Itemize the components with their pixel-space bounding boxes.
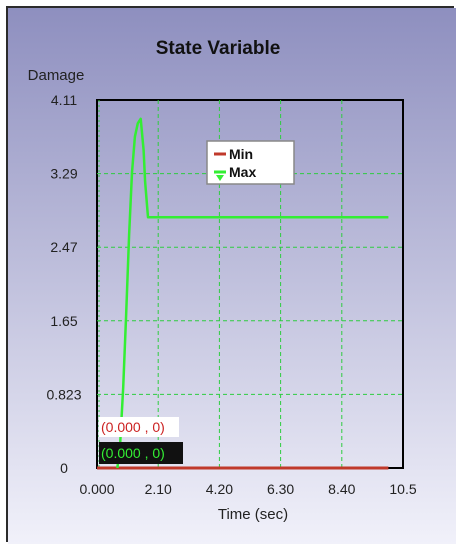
chart-frame: State Variable Damage Time (sec) 0 0.823 1… [6, 6, 456, 544]
y-tick-label: 3.29 [50, 166, 77, 182]
x-tick-label: 10.5 [389, 481, 416, 497]
x-tick-labels: 0.000 2.10 4.20 6.30 8.40 10.5 [79, 481, 416, 497]
legend-max-label: Max [229, 164, 256, 180]
chart-title: State Variable [156, 38, 281, 59]
x-tick-label: 2.10 [145, 481, 172, 497]
y-tick-label: 1.65 [50, 313, 77, 329]
min-readout: (0.000 , 0) [101, 419, 165, 435]
coordinate-readouts: (0.000 , 0) (0.000 , 0) [99, 417, 183, 464]
y-tick-labels: 0 0.823 1.65 2.47 3.29 4.11 [46, 92, 81, 476]
x-tick-label: 4.20 [206, 481, 233, 497]
x-tick-label: 6.30 [267, 481, 294, 497]
min-readout-background [99, 417, 179, 437]
data-series [97, 117, 389, 470]
legend: Min Max [206, 140, 295, 185]
max-readout-background [99, 442, 183, 464]
legend-max-marker-icon [216, 175, 224, 181]
chart-background [8, 8, 456, 544]
grid-lines [97, 100, 403, 468]
x-tick-label: 8.40 [328, 481, 355, 497]
legend-min-label: Min [229, 146, 253, 162]
y-axis-label: Damage [28, 67, 85, 84]
x-axis-label: Time (sec) [218, 506, 288, 523]
x-tick-label: 0.000 [79, 481, 114, 497]
y-tick-label: 2.47 [50, 239, 77, 255]
state-variable-chart: State Variable Damage Time (sec) 0 0.823 1… [8, 8, 456, 544]
y-tick-label: 0.823 [46, 386, 81, 402]
series-line-max [116, 117, 389, 469]
y-tick-label: 0 [60, 460, 68, 476]
max-readout: (0.000 , 0) [101, 445, 165, 461]
y-tick-label: 4.11 [51, 92, 77, 108]
